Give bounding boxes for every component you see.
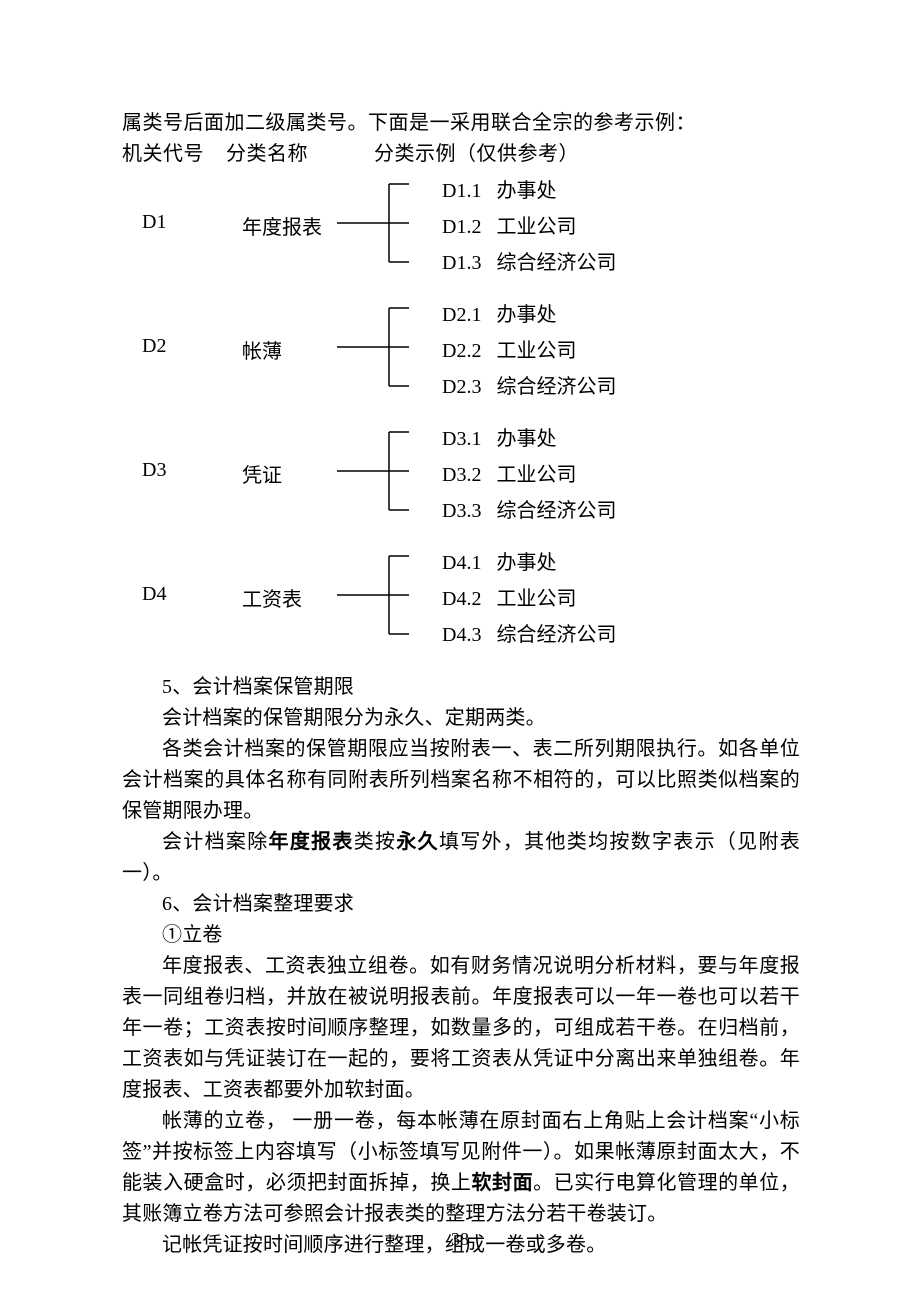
group-name: 帐薄 [242, 335, 282, 364]
diagram-group: D3凭证D3.1 办事处D3.2 工业公司D3.3 综合经济公司 [122, 424, 800, 518]
sub-item: D2.1 办事处 [442, 298, 556, 327]
page-number: 38 [0, 1229, 920, 1250]
classification-diagram: D1 年度报表 D1.1 办事处 D1.2 工业公司 D1.3 综合经济公司 D2 帐薄 D2… [122, 176, 800, 642]
section-5-heading: 5、会计档案保管期限 [122, 672, 800, 703]
sub-item: D2.3 综合经济公司 [442, 370, 616, 399]
text: 会计档案除 [162, 831, 269, 853]
column-headers: 机关代号 分类名称 分类示例（仅供参考） [122, 139, 800, 170]
bold-text: 永久 [396, 831, 439, 853]
sub-item: D3.2 工业公司 [442, 458, 576, 487]
bracket-icon [337, 548, 409, 642]
document-page: 属类号后面加二级属类号。下面是一采用联合全宗的参考示例： 机关代号 分类名称 分… [0, 0, 920, 1302]
group-code: D2 [142, 335, 166, 358]
section-5-p2: 各类会计档案的保管期限应当按附表一、表二所列期限执行。如各单位会计档案的具体名称… [122, 734, 800, 827]
bracket-icon [337, 176, 409, 270]
sub-item: D4.3 综合经济公司 [442, 618, 616, 647]
bold-text: 年度报表 [269, 831, 354, 853]
intro-line: 属类号后面加二级属类号。下面是一采用联合全宗的参考示例： [122, 108, 800, 139]
section-6-p3: 帐薄的立卷， 一册一卷，每本帐薄在原封面右上角贴上会计档案“小标签”并按标签上内… [122, 1106, 800, 1230]
group-code: D4 [142, 583, 166, 606]
group-name: 年度报表 [242, 211, 322, 240]
sub-item: D4.2 工业公司 [442, 582, 576, 611]
group-code: D3 [142, 459, 166, 482]
diagram-group: D1年度报表D1.1 办事处D1.2 工业公司D1.3 综合经济公司 [122, 176, 800, 270]
bracket-icon [337, 424, 409, 518]
group-name: 工资表 [242, 583, 302, 612]
diagram-group: D2帐薄D2.1 办事处D2.2 工业公司D2.3 综合经济公司 [122, 300, 800, 394]
sub-item: D4.1 办事处 [442, 546, 556, 575]
sub-item: D3.1 办事处 [442, 422, 556, 451]
section-5-p1: 会计档案的保管期限分为永久、定期两类。 [122, 703, 800, 734]
diagram-group: D4工资表D4.1 办事处D4.2 工业公司D4.3 综合经济公司 [122, 548, 800, 642]
sub-item: D2.2 工业公司 [442, 334, 576, 363]
section-6-p2: 年度报表、工资表独立组卷。如有财务情况说明分析材料，要与年度报表一同组卷归档，并… [122, 951, 800, 1106]
section-5-p3: 会计档案除年度报表类按永久填写外，其他类均按数字表示（见附表一）。 [122, 827, 800, 889]
group-code: D1 [142, 211, 166, 234]
sub-item: D1.1 办事处 [442, 174, 556, 203]
text: 类按 [354, 831, 397, 853]
body-text: 5、会计档案保管期限 会计档案的保管期限分为永久、定期两类。 各类会计档案的保管… [122, 672, 800, 1261]
sub-item: D1.2 工业公司 [442, 210, 576, 239]
sub-item: D3.3 综合经济公司 [442, 494, 616, 523]
section-6-heading: 6、会计档案整理要求 [122, 889, 800, 920]
bracket-icon [337, 300, 409, 394]
section-6-item1: ①立卷 [122, 920, 800, 951]
bold-text: 软封面 [471, 1172, 533, 1194]
sub-item: D1.3 综合经济公司 [442, 246, 616, 275]
group-name: 凭证 [242, 459, 282, 488]
